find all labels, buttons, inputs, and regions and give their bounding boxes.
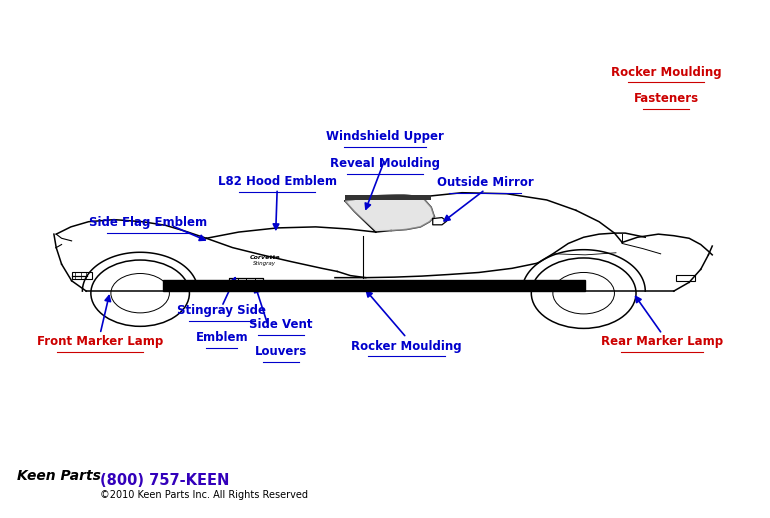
Text: ©2010 Keen Parts Inc. All Rights Reserved: ©2010 Keen Parts Inc. All Rights Reserve… xyxy=(100,490,308,500)
Text: Reveal Moulding: Reveal Moulding xyxy=(330,157,440,170)
Text: Stingray: Stingray xyxy=(253,261,276,266)
Bar xyxy=(163,280,585,291)
Text: L82 Hood Emblem: L82 Hood Emblem xyxy=(218,175,336,188)
Text: Keen Parts: Keen Parts xyxy=(17,468,101,483)
Text: Windshield Upper: Windshield Upper xyxy=(326,130,444,143)
Text: Outside Mirror: Outside Mirror xyxy=(437,176,534,189)
Text: Rear Marker Lamp: Rear Marker Lamp xyxy=(601,335,723,349)
Text: Louvers: Louvers xyxy=(255,344,307,358)
Text: Side Vent: Side Vent xyxy=(249,318,313,331)
Bar xyxy=(72,272,92,279)
Text: Front Marker Lamp: Front Marker Lamp xyxy=(37,335,163,349)
Text: Side Flag Emblem: Side Flag Emblem xyxy=(89,216,207,229)
Polygon shape xyxy=(345,195,434,231)
Text: Stingray Side: Stingray Side xyxy=(177,304,266,317)
Text: Rocker Moulding: Rocker Moulding xyxy=(611,65,721,79)
Text: Rocker Moulding: Rocker Moulding xyxy=(351,339,462,353)
Text: Emblem: Emblem xyxy=(196,330,248,344)
Bar xyxy=(345,195,431,200)
Text: Fasteners: Fasteners xyxy=(634,92,698,106)
Text: Corvette: Corvette xyxy=(249,255,280,261)
Text: (800) 757-KEEN: (800) 757-KEEN xyxy=(100,473,229,488)
Bar xyxy=(676,275,695,281)
